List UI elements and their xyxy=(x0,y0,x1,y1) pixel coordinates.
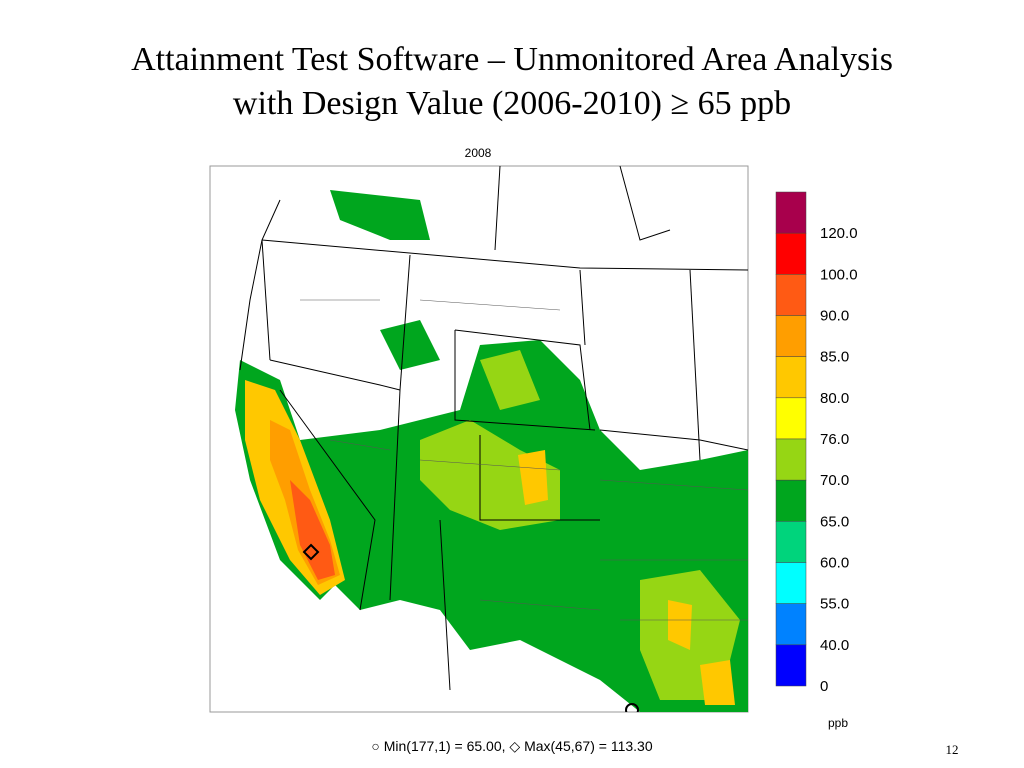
colorbar-label: 80.0 xyxy=(820,390,849,407)
colorbar-label: 70.0 xyxy=(820,472,849,489)
colorbar-label: 40.0 xyxy=(820,637,849,654)
colorbar-label: 100.0 xyxy=(820,266,858,283)
colorbar-swatch xyxy=(775,521,807,563)
colorbar-swatch xyxy=(775,274,807,316)
map xyxy=(209,165,749,713)
colorbar-swatch xyxy=(775,438,807,481)
colorbar-swatch xyxy=(775,315,807,357)
title-line: with Design Value (2006-2010) ≥ 65 ppb xyxy=(232,85,792,122)
colorbar: 120.0 100.0 90.0 85.0 80.0 76.0 70.0 65.0 60.0 55… xyxy=(775,191,858,695)
colorbar-label: 76.0 xyxy=(820,431,849,448)
map-year: 2008 xyxy=(465,146,492,160)
colorbar-label: 65.0 xyxy=(820,513,849,530)
title-line: Attainment Test Software – Unmonitored A… xyxy=(131,41,893,78)
colorbar-swatch xyxy=(775,356,807,399)
page-number: 12 xyxy=(946,742,959,757)
slide-title: Attainment Test Software – Unmonitored A… xyxy=(0,38,1024,126)
colorbar-swatch xyxy=(775,479,807,522)
colorbar-unit: ppb xyxy=(828,716,848,730)
colorbar-swatch xyxy=(775,232,807,275)
colorbar-label: 85.0 xyxy=(820,349,849,366)
colorbar-label: 0 xyxy=(820,678,828,695)
colorbar-swatch xyxy=(775,562,807,604)
colorbar-swatch xyxy=(775,644,807,687)
colorbar-label: 90.0 xyxy=(820,308,849,325)
colorbar-label: 55.0 xyxy=(820,596,849,613)
colorbar-swatch xyxy=(775,603,807,646)
colorbar-label: 60.0 xyxy=(820,555,849,572)
footer-note: ○ Min(177,1) = 65.00, ◇ Max(45,67) = 113… xyxy=(371,738,652,754)
colorbar-swatch xyxy=(775,397,807,440)
colorbar-label: 120.0 xyxy=(820,225,858,242)
colorbar-swatch xyxy=(775,191,807,234)
